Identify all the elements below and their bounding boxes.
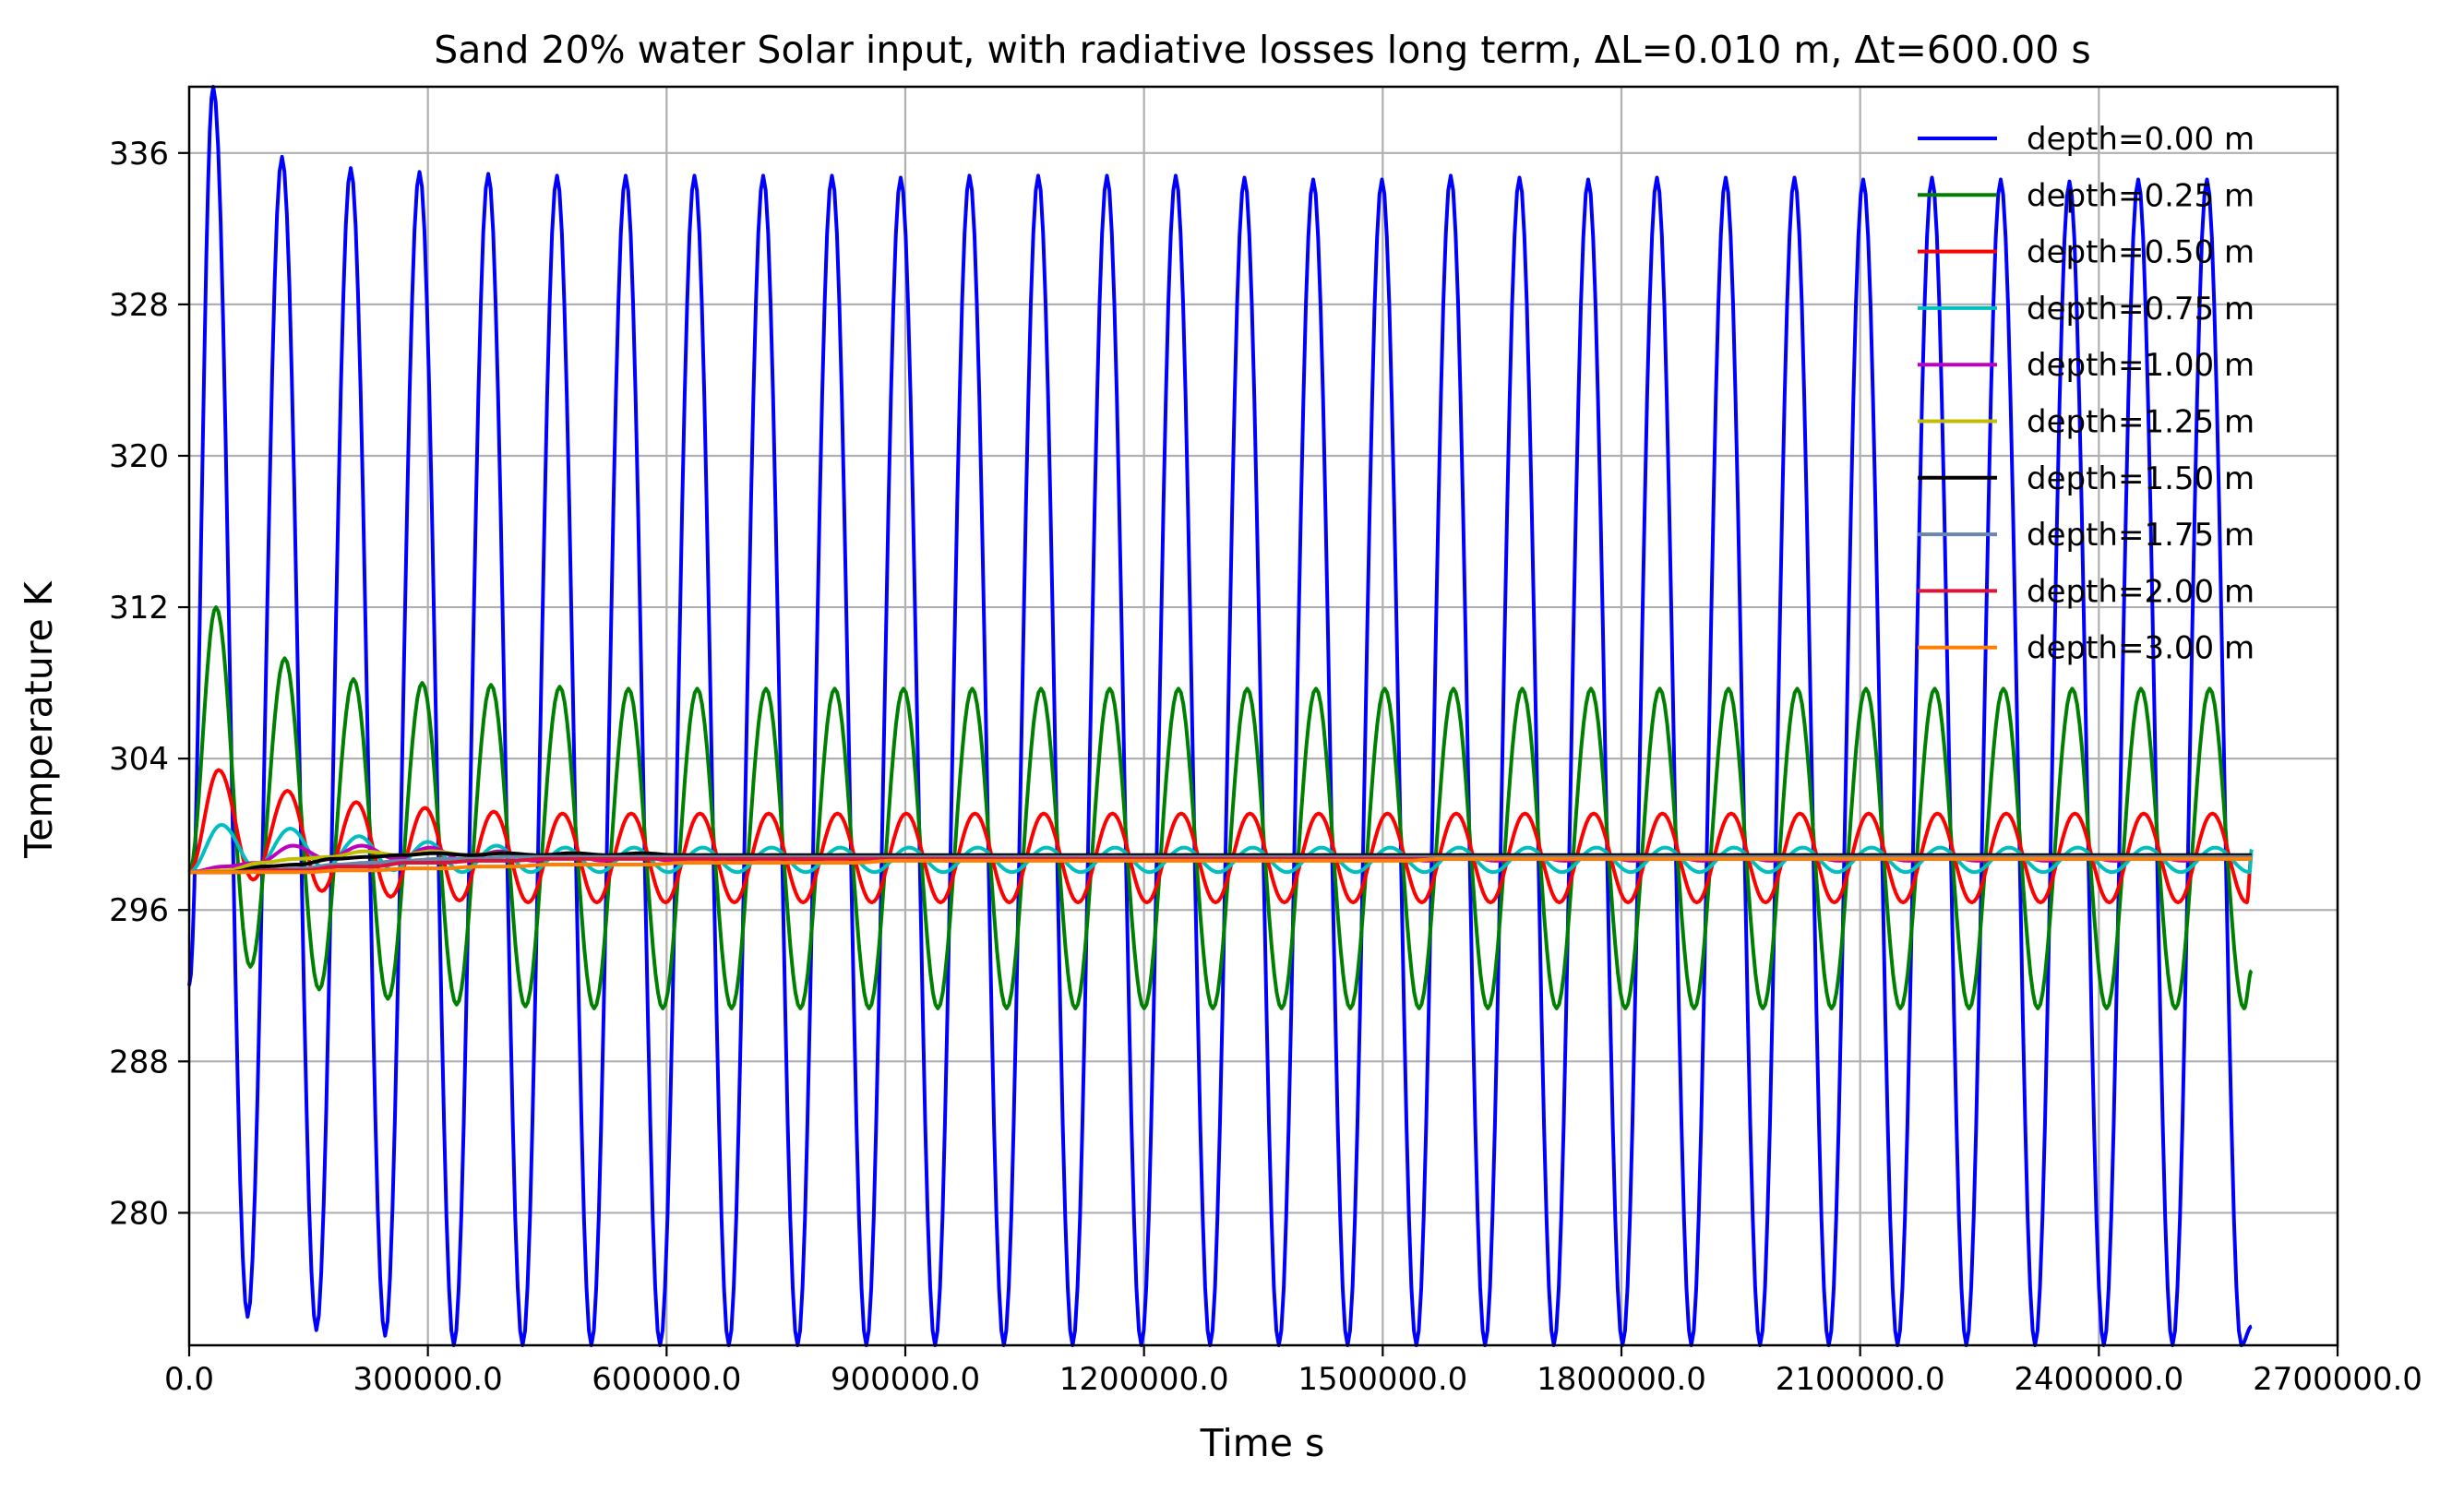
series-line-depth-1-75-m <box>189 854 2252 875</box>
y-axis-ticks: 280 288 296 304 312 320 328 336 <box>109 136 189 1232</box>
y-axis-label: Temperature K <box>17 580 61 859</box>
x-tick-label: 0.0 <box>164 1361 214 1398</box>
y-tick-label: 288 <box>109 1044 169 1080</box>
series-line-depth-0-25-m <box>187 605 2254 1010</box>
legend-label: depth=1.50 m <box>2027 460 2255 497</box>
legend-label: depth=1.00 m <box>2027 347 2255 384</box>
series-lines <box>187 85 2254 1347</box>
x-tick-label: 2100000.0 <box>1776 1361 1945 1398</box>
chart-title: Sand 20% water Solar input, with radiati… <box>434 28 2091 72</box>
x-tick-label: 1200000.0 <box>1059 1361 1229 1398</box>
y-tick-label: 328 <box>109 287 169 324</box>
y-tick-label: 320 <box>109 438 169 475</box>
x-tick-label: 900000.0 <box>831 1361 980 1398</box>
legend-label: depth=0.75 m <box>2027 291 2255 328</box>
legend-label: depth=1.75 m <box>2027 517 2255 554</box>
axes-frame <box>187 85 2339 1347</box>
plot-background <box>189 87 2338 1345</box>
x-tick-label: 1800000.0 <box>1537 1361 1706 1398</box>
x-tick-label: 2700000.0 <box>2253 1361 2422 1398</box>
plot-area <box>189 87 2338 1345</box>
x-tick-label: 2400000.0 <box>2014 1361 2183 1398</box>
y-tick-label: 304 <box>109 741 169 778</box>
x-tick-label: 600000.0 <box>592 1361 741 1398</box>
x-tick-label: 1500000.0 <box>1298 1361 1467 1398</box>
x-tick-label: 300000.0 <box>353 1361 503 1398</box>
y-tick-label: 336 <box>109 136 169 173</box>
series-line-depth-3-00-m <box>189 856 2253 875</box>
legend-label: depth=1.25 m <box>2027 404 2255 441</box>
axes-border <box>187 85 2339 1347</box>
legend-label: depth=0.25 m <box>2027 177 2255 214</box>
x-axis-label: Time s <box>1200 1421 1325 1465</box>
legend-label: depth=2.00 m <box>2027 573 2255 610</box>
legend-label: depth=0.00 m <box>2027 121 2255 158</box>
series-line-depth-0-00-m <box>187 85 2254 1347</box>
y-tick-label: 280 <box>109 1195 169 1232</box>
legend: depth=0.00 m depth=0.25 m depth=0.50 m dept… <box>1918 121 2255 667</box>
x-axis-ticks: 0.0 300000.0 600000.0 900000.0 1200000.0 1500… <box>164 1345 2422 1398</box>
legend-label: depth=3.00 m <box>2027 630 2255 667</box>
y-tick-label: 312 <box>109 590 169 627</box>
legend-label: depth=0.50 m <box>2027 234 2255 271</box>
y-tick-label: 296 <box>109 892 169 929</box>
